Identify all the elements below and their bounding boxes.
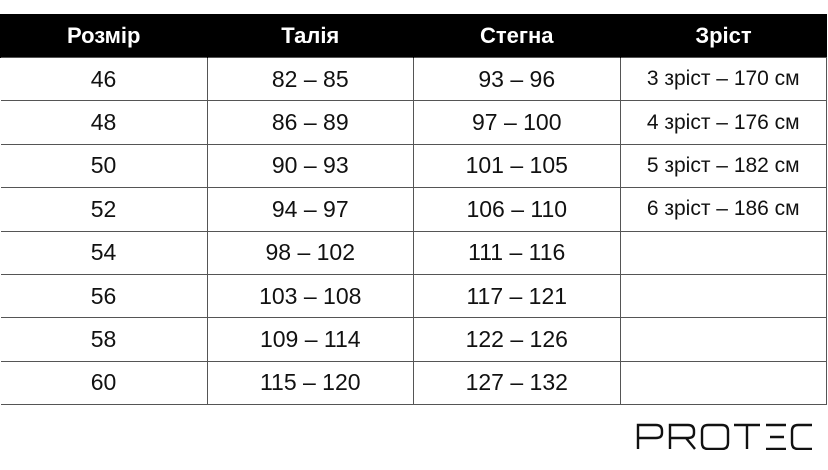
- cell-size: 58: [0, 317, 208, 362]
- cell-hips: 111 – 116: [413, 230, 621, 275]
- table-row: 50 90 – 93 101 – 105 5 зріст – 182 см: [0, 143, 827, 189]
- cell-hips: 93 – 96: [413, 56, 621, 102]
- cell-height: [619, 273, 827, 319]
- protec-logo: [636, 423, 812, 450]
- header-waist: Талія: [206, 14, 414, 58]
- cell-hips: 106 – 110: [413, 187, 621, 232]
- size-chart-table: Розмір Талія Стегна Зріст 46 82 – 85 93 – …: [0, 14, 827, 406]
- cell-hips: 122 – 126: [413, 317, 621, 362]
- table-row: 46 82 – 85 93 – 96 3 зріст – 170 см: [0, 56, 827, 102]
- cell-waist: 115 – 120: [206, 360, 414, 406]
- header-height: Зріст: [619, 14, 827, 58]
- cell-waist: 86 – 89: [206, 100, 414, 145]
- table-row: 52 94 – 97 106 – 110 6 зріст – 186 см: [0, 187, 827, 232]
- table-row: 58 109 – 114 122 – 126: [0, 317, 827, 362]
- cell-hips: 117 – 121: [413, 273, 621, 319]
- cell-height: 3 зріст – 170 см: [619, 56, 827, 102]
- cell-height: [619, 360, 827, 406]
- table-row: 60 115 – 120 127 – 132: [0, 360, 827, 406]
- header-size: Розмір: [0, 14, 207, 58]
- cell-height: 5 зріст – 182 см: [619, 143, 827, 189]
- cell-waist: 82 – 85: [206, 56, 414, 102]
- cell-height: 6 зріст – 186 см: [619, 187, 827, 232]
- table-row: 48 86 – 89 97 – 100 4 зріст – 176 см: [0, 100, 827, 145]
- cell-waist: 98 – 102: [206, 230, 414, 275]
- cell-hips: 97 – 100: [413, 100, 621, 145]
- cell-hips: 101 – 105: [413, 143, 621, 189]
- table-row: 54 98 – 102 111 – 116: [0, 230, 827, 275]
- cell-waist: 103 – 108: [206, 273, 414, 319]
- cell-height: [619, 317, 827, 362]
- header-hips: Стегна: [413, 14, 620, 58]
- cell-waist: 94 – 97: [206, 187, 414, 232]
- cell-size: 54: [0, 230, 208, 275]
- cell-waist: 109 – 114: [206, 317, 414, 362]
- cell-size: 46: [0, 56, 208, 102]
- cell-height: 4 зріст – 176 см: [619, 100, 827, 145]
- cell-size: 50: [0, 143, 208, 189]
- cell-height: [619, 230, 827, 275]
- cell-size: 52: [0, 187, 208, 232]
- header-row: Розмір Талія Стегна Зріст: [0, 14, 827, 58]
- cell-size: 48: [0, 100, 208, 145]
- cell-size: 56: [0, 273, 208, 319]
- cell-size: 60: [0, 360, 208, 406]
- cell-hips: 127 – 132: [413, 360, 621, 406]
- cell-waist: 90 – 93: [206, 143, 414, 189]
- table-row: 56 103 – 108 117 – 121: [0, 273, 827, 319]
